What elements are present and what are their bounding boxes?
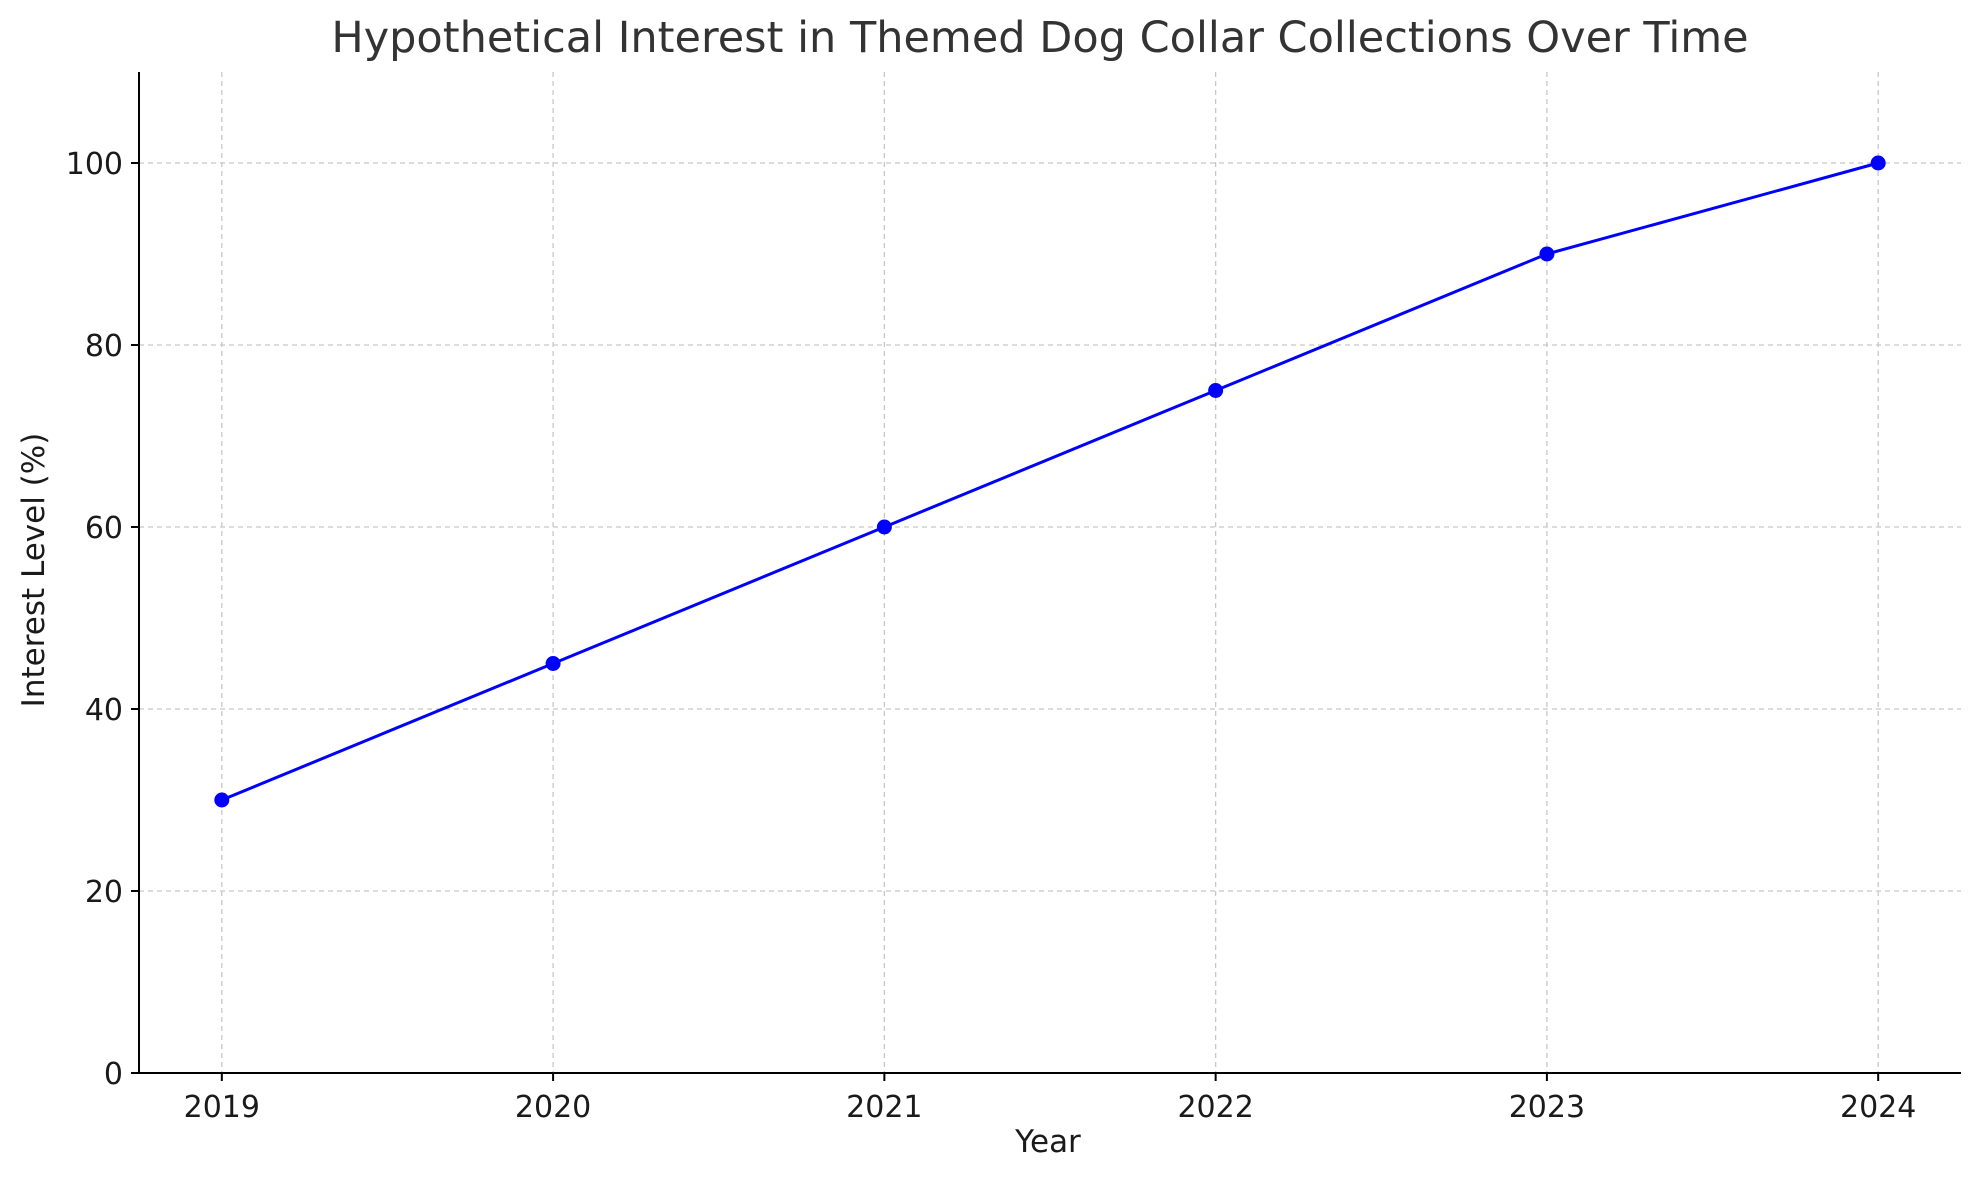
y-tick-label: 20 [85, 875, 123, 910]
y-tick-label: 60 [85, 511, 123, 546]
y-tick-label: 0 [104, 1057, 123, 1092]
x-tick-label: 2019 [184, 1090, 260, 1125]
y-axis-label: Interest Level (%) [16, 433, 52, 708]
x-tick-label: 2023 [1509, 1090, 1585, 1125]
x-axis-label: Year [1014, 1124, 1081, 1160]
series-line [220, 161, 1880, 802]
data-point-marker [1208, 383, 1224, 398]
data-point-marker [876, 519, 892, 535]
x-tick-label: 2024 [1840, 1090, 1916, 1125]
data-point-marker [214, 792, 230, 808]
axes [138, 72, 1961, 1074]
data-point-marker [545, 656, 561, 671]
data-point-marker [1870, 155, 1886, 171]
x-tick-label: 2022 [1177, 1090, 1253, 1125]
y-tick-label: 40 [85, 693, 123, 728]
y-tick-label: 100 [66, 147, 123, 182]
ticks: 2019 2020 2021 2022 2023 2024 0 20 40 60 80 100 [66, 147, 1917, 1125]
chart-title: Hypothetical Interest in Themed Dog Coll… [331, 13, 1748, 63]
data-point-marker [1539, 246, 1555, 262]
series-layer [214, 155, 1886, 808]
y-tick-label: 80 [85, 329, 123, 364]
x-tick-label: 2020 [515, 1090, 591, 1125]
x-tick-label: 2021 [846, 1090, 922, 1125]
